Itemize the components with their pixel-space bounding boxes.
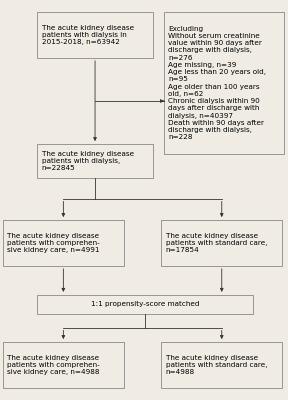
Text: 1:1 propensity-score matched: 1:1 propensity-score matched — [91, 302, 200, 307]
Bar — [37, 12, 153, 58]
Text: The acute kidney disease
patients with dialysis in
2015-2018, n=63942: The acute kidney disease patients with d… — [42, 25, 134, 45]
Text: Excluding
Without serum creatinine
value within 90 days after
discharge with dia: Excluding Without serum creatinine value… — [168, 26, 266, 140]
Bar — [161, 342, 282, 388]
Text: The acute kidney disease
patients with dialysis,
n=22845: The acute kidney disease patients with d… — [42, 151, 134, 171]
Text: The acute kidney disease
patients with standard care,
n=4988: The acute kidney disease patients with s… — [166, 355, 267, 375]
Text: The acute kidney disease
patients with standard care,
n=17854: The acute kidney disease patients with s… — [166, 233, 267, 253]
Text: The acute kidney disease
patients with comprehen-
sive kidney care, n=4988: The acute kidney disease patients with c… — [7, 355, 100, 375]
Bar — [164, 12, 284, 154]
Bar — [3, 220, 124, 266]
Bar — [3, 342, 124, 388]
Bar — [161, 220, 282, 266]
Text: The acute kidney disease
patients with comprehen-
sive kidney care, n=4991: The acute kidney disease patients with c… — [7, 233, 100, 253]
Bar — [37, 295, 253, 314]
Bar — [37, 144, 153, 178]
